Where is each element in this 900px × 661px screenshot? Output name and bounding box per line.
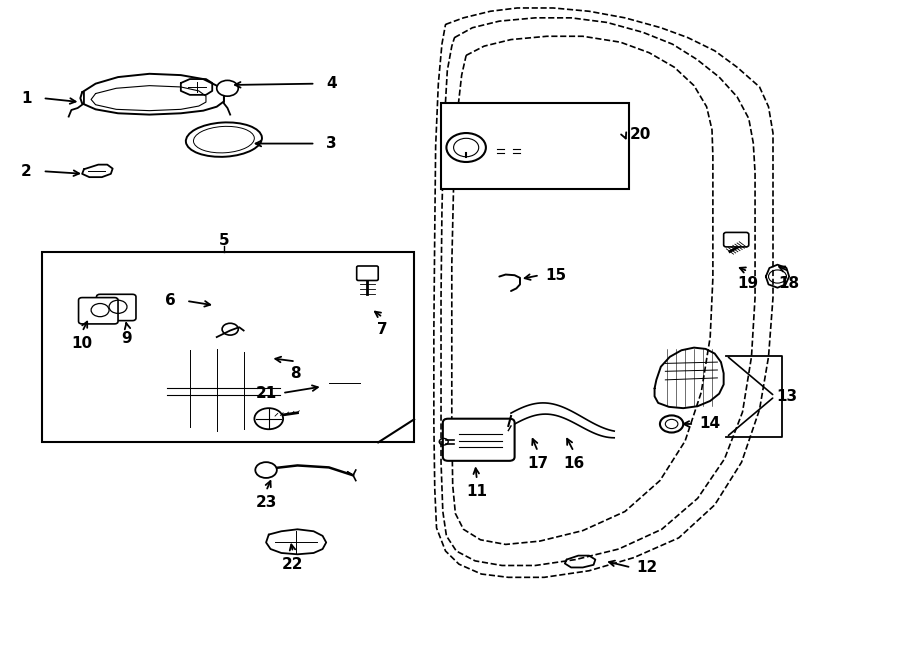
Circle shape <box>256 462 277 478</box>
Text: 4: 4 <box>327 76 337 91</box>
Text: 23: 23 <box>256 496 277 510</box>
Circle shape <box>660 415 683 432</box>
Ellipse shape <box>186 122 262 157</box>
Text: 19: 19 <box>737 276 759 291</box>
Text: 3: 3 <box>327 136 337 151</box>
Text: 13: 13 <box>776 389 797 404</box>
Circle shape <box>255 408 284 429</box>
Text: 1: 1 <box>22 91 32 106</box>
Text: 17: 17 <box>527 456 548 471</box>
FancyBboxPatch shape <box>356 266 378 280</box>
Text: 15: 15 <box>545 268 566 283</box>
Text: 9: 9 <box>122 331 132 346</box>
Text: 18: 18 <box>778 276 800 291</box>
FancyBboxPatch shape <box>724 233 749 247</box>
Text: 11: 11 <box>466 485 488 499</box>
FancyBboxPatch shape <box>96 294 136 321</box>
Text: 14: 14 <box>699 416 721 432</box>
Text: 8: 8 <box>291 366 301 381</box>
FancyBboxPatch shape <box>443 418 515 461</box>
Text: 10: 10 <box>72 336 93 351</box>
FancyBboxPatch shape <box>78 297 118 324</box>
Text: 7: 7 <box>377 322 388 336</box>
Text: 20: 20 <box>629 127 651 142</box>
Circle shape <box>217 81 239 96</box>
Text: 21: 21 <box>256 385 276 401</box>
Text: 2: 2 <box>21 164 32 178</box>
Text: 5: 5 <box>219 233 230 249</box>
Text: 22: 22 <box>283 557 303 572</box>
Bar <box>441 103 629 189</box>
Text: 6: 6 <box>165 293 176 309</box>
Text: 12: 12 <box>637 560 658 575</box>
Bar <box>41 252 414 442</box>
Text: 16: 16 <box>563 456 584 471</box>
